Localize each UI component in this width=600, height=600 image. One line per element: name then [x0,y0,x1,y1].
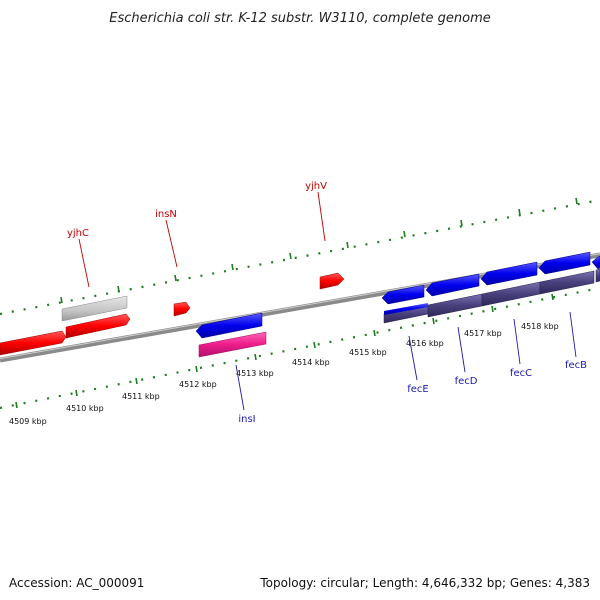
topology-text: Topology: circular; Length: 4,646,332 bp… [259,576,590,590]
gene-feature-blue[interactable] [381,284,425,305]
accession-text: Accession: AC_000091 [9,576,144,590]
kbp-tick-labels: 4509 kbp 4510 kbp 4511 kbp 4512 kbp 4513… [9,322,559,426]
gene-label[interactable]: fecE [407,384,429,395]
gene-label[interactable]: fecC [510,368,532,379]
operon-segment[interactable] [595,268,600,283]
gene-feature-red[interactable] [65,313,131,339]
tick-label: 4516 kbp [406,339,444,348]
gene-feature-blue[interactable] [480,261,538,286]
map-title: Escherichia coli str. K-12 substr. W3110… [109,11,490,26]
gene-label[interactable]: yjhV [305,181,327,192]
gene-feature-repeat[interactable] [198,331,267,358]
gene-labels: yjhC insN yjhV insI fecE fecD fecC fecB [67,181,587,425]
gene-label[interactable]: insN [155,209,177,220]
tick-label: 4509 kbp [9,417,47,426]
gene-label[interactable]: insI [238,414,255,425]
gene-feature-red[interactable] [0,330,67,356]
tick-label: 4512 kbp [179,380,217,389]
gene-feature-red[interactable] [173,301,191,317]
tick-label: 4510 kbp [66,404,104,413]
tick-label: 4513 kbp [236,369,274,378]
gene-feature-pseudo[interactable] [61,295,128,322]
gene-feature-red[interactable] [319,272,345,290]
gene-label[interactable]: fecB [565,360,587,371]
reverse-strand-features [195,251,600,358]
tick-label: 4515 kbp [349,348,387,357]
tick-label: 4514 kbp [292,358,330,367]
gene-feature-blue[interactable] [425,273,480,297]
gene-feature-blue[interactable] [195,312,263,339]
gene-label[interactable]: yjhC [67,228,89,239]
gene-feature-blue[interactable] [591,255,600,270]
lower-major-ticks [15,293,554,409]
gene-feature-blue[interactable] [538,251,591,275]
tick-label: 4518 kbp [521,322,559,331]
tick-label: 4517 kbp [464,329,502,338]
gene-feature-blue[interactable] [384,303,428,315]
tick-label: 4511 kbp [122,392,160,401]
upper-major-ticks [60,197,578,304]
gene-label[interactable]: fecD [455,376,478,387]
label-leader-lines [78,191,577,411]
operon-segment[interactable] [539,270,595,295]
operon-segment[interactable] [427,293,483,318]
forward-strand-features [0,272,345,356]
